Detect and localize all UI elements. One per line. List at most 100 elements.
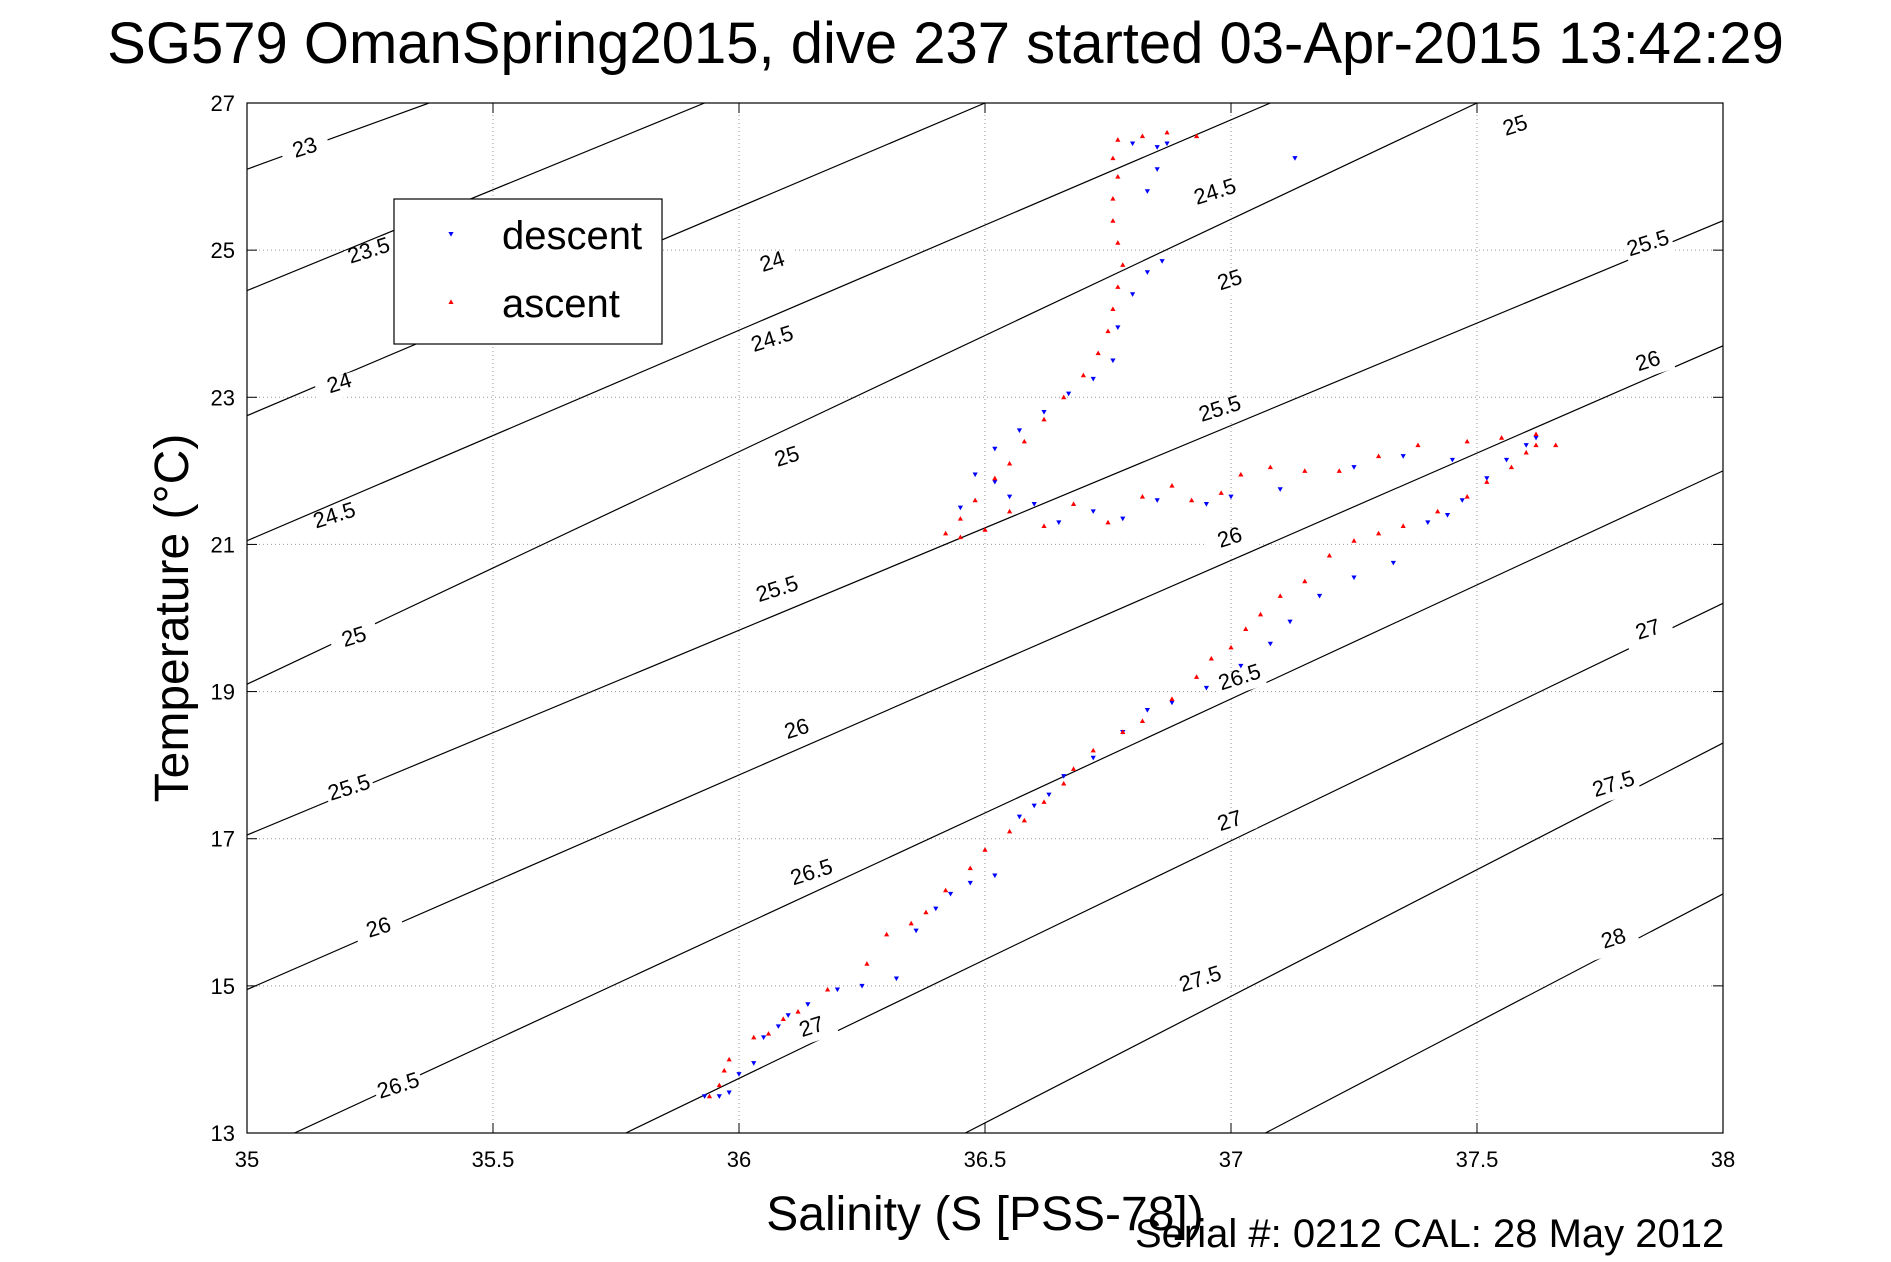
ascent-point xyxy=(1243,626,1249,632)
descent-point xyxy=(1503,457,1510,463)
contour-label-bg xyxy=(762,442,815,479)
ascent-point xyxy=(1115,240,1121,245)
contour-label: 27.5 xyxy=(1176,960,1224,997)
contour-label: 25.5 xyxy=(1624,224,1672,261)
ascent-point xyxy=(1193,674,1200,679)
descent-point xyxy=(1203,501,1209,507)
descent-point xyxy=(992,873,998,879)
ascent-point xyxy=(1110,155,1116,161)
contour-label-bg xyxy=(786,858,839,894)
ascent-point xyxy=(1007,460,1013,466)
contour-label-bg xyxy=(1175,965,1228,1001)
contour-label: 24.5 xyxy=(748,320,796,357)
descent-point xyxy=(1351,465,1357,470)
contour-label-bg xyxy=(752,575,805,611)
descent-point xyxy=(1110,358,1116,364)
descent-point xyxy=(1459,498,1465,503)
y-tick-label: 25 xyxy=(211,238,235,263)
ascent-point xyxy=(726,1056,732,1062)
ascent-point xyxy=(706,1093,713,1099)
serial-footer: Serial #: 0212 CAL: 28 May 2012 xyxy=(1135,1212,1725,1256)
descent-point xyxy=(1484,476,1490,481)
ascent-point xyxy=(1533,442,1539,448)
contour-label-bg xyxy=(1623,615,1676,652)
ascent-point xyxy=(1080,372,1086,378)
ascent-point xyxy=(1021,438,1027,444)
y-tick-label: 21 xyxy=(211,532,235,557)
ascent-point xyxy=(1164,129,1170,135)
x-tick-label: 36 xyxy=(727,1147,751,1172)
contour-label-bg xyxy=(1588,924,1641,961)
descent-point xyxy=(1154,145,1160,150)
ascent-point xyxy=(1061,394,1067,400)
ascent-point xyxy=(765,1031,772,1036)
descent-point xyxy=(1016,428,1023,433)
ascent-point xyxy=(1041,523,1047,529)
ascent-point xyxy=(1169,482,1175,488)
contour-label-bg xyxy=(329,623,382,659)
ascent-point xyxy=(982,847,988,852)
descent-point xyxy=(1144,270,1150,275)
ascent-point xyxy=(1218,490,1224,495)
y-tick-label: 17 xyxy=(211,827,235,852)
contour-label-bg xyxy=(747,325,800,361)
ascent-point xyxy=(1326,552,1332,558)
ascent-point xyxy=(1105,519,1111,525)
ascent-point xyxy=(884,931,890,937)
ascent-point xyxy=(1376,453,1382,459)
ascent-point xyxy=(1302,468,1308,473)
ascent-point xyxy=(1007,508,1013,514)
contour-line xyxy=(293,470,1723,1133)
contour-line xyxy=(247,103,1271,542)
descent-point xyxy=(1007,494,1013,500)
ascent-point xyxy=(721,1067,727,1073)
ascent-point xyxy=(1115,284,1121,289)
descent-point xyxy=(957,505,963,511)
ascent-point xyxy=(1120,729,1126,735)
contour-label-bg xyxy=(309,501,362,538)
legend-descent-label: descent xyxy=(502,214,642,258)
contour-line xyxy=(247,103,1478,685)
contour-line xyxy=(247,103,705,292)
descent-point xyxy=(1238,663,1244,669)
ascent-point xyxy=(1189,497,1195,503)
ascent-point xyxy=(1120,262,1126,267)
ascent-point xyxy=(1115,137,1121,142)
descent-point xyxy=(1090,509,1096,514)
ascent-point xyxy=(1007,828,1013,834)
descent-point xyxy=(775,1024,781,1029)
descent-point xyxy=(1449,457,1455,463)
descent-point xyxy=(1316,593,1323,599)
ascent-point xyxy=(1267,464,1273,470)
contour-label-bg xyxy=(324,773,377,810)
descent-point xyxy=(834,987,840,993)
descent-point xyxy=(1144,189,1150,194)
y-tick-label: 19 xyxy=(211,680,235,705)
descent-point xyxy=(1390,560,1396,566)
ascent-point xyxy=(1336,468,1342,473)
x-tick-label: 37.5 xyxy=(1456,1147,1499,1172)
descent-point xyxy=(751,1061,757,1066)
ascent-point xyxy=(992,475,998,481)
contour-label-bg xyxy=(314,369,367,405)
descent-point xyxy=(1031,803,1037,809)
ascent-point xyxy=(1070,766,1077,771)
contour-line xyxy=(247,103,430,170)
contour-line xyxy=(965,742,1723,1133)
descent-point xyxy=(785,1013,791,1018)
contour-label-bg xyxy=(353,913,407,950)
chart-title: SG579 OmanSpring2015, dive 237 started 0… xyxy=(107,11,1784,76)
ascent-point xyxy=(1110,196,1116,201)
descent-point xyxy=(1287,619,1293,625)
descent-point xyxy=(1061,774,1067,779)
contour-label-bg xyxy=(279,133,333,170)
ascent-point xyxy=(972,497,978,503)
descent-point xyxy=(1016,814,1023,820)
ascent-point xyxy=(1257,611,1264,617)
ascent-point xyxy=(1277,593,1283,598)
contour-label-bg xyxy=(1623,229,1676,265)
ascent-point xyxy=(1238,471,1244,477)
ascent-point xyxy=(1533,431,1539,437)
ascent-point xyxy=(908,920,914,926)
